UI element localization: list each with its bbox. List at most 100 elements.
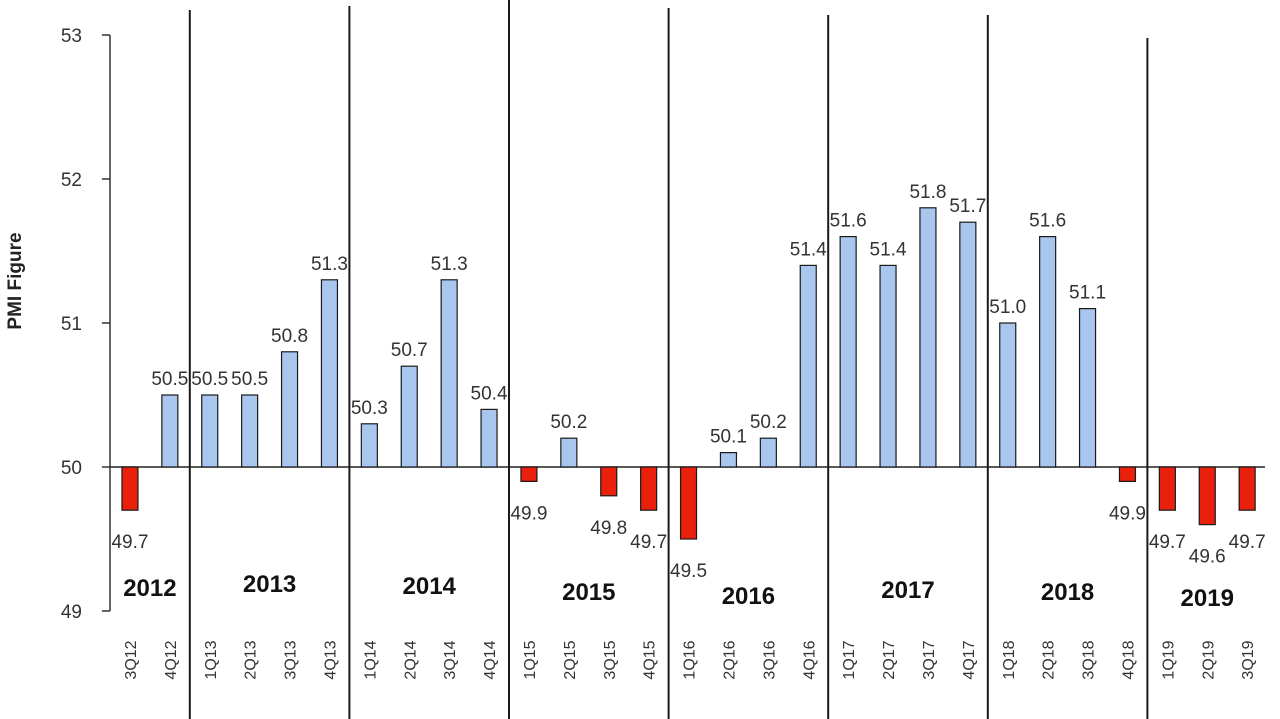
category-label: 3Q19	[1240, 640, 1257, 679]
value-label: 50.2	[750, 412, 787, 433]
value-label: 51.4	[870, 239, 907, 260]
bar	[1198, 466, 1216, 526]
value-label: 50.3	[351, 398, 388, 419]
category-label: 1Q15	[522, 640, 539, 679]
bar	[161, 394, 179, 468]
bar	[520, 466, 538, 482]
value-label: 49.9	[1109, 503, 1146, 524]
bar	[999, 322, 1017, 468]
category-label: 3Q16	[761, 640, 778, 679]
bar	[1158, 466, 1176, 511]
category-label: 1Q14	[362, 640, 379, 679]
bar	[759, 437, 777, 468]
value-label: 50.2	[550, 412, 587, 433]
category-label: 1Q19	[1160, 640, 1177, 679]
category-label: 4Q17	[961, 640, 978, 679]
category-label: 3Q12	[123, 640, 140, 679]
bar	[360, 423, 378, 468]
bar	[400, 365, 418, 468]
category-label: 4Q12	[163, 640, 180, 679]
category-label: 4Q16	[801, 640, 818, 679]
bar	[560, 437, 578, 468]
category-label: 1Q18	[1001, 640, 1018, 679]
category-label: 2Q14	[402, 640, 419, 679]
category-label: 3Q14	[442, 640, 459, 679]
bar	[600, 466, 618, 497]
value-label: 51.1	[1069, 283, 1106, 304]
y-tick-label: 49	[61, 602, 82, 623]
value-label: 50.5	[231, 369, 268, 390]
value-label: 51.4	[790, 239, 827, 260]
value-label: 50.7	[391, 340, 428, 361]
year-label: 2018	[1041, 579, 1094, 606]
year-label: 2012	[123, 575, 176, 602]
category-label: 2Q15	[562, 640, 579, 679]
bar	[241, 394, 259, 468]
value-label: 50.5	[151, 369, 188, 390]
value-label: 50.1	[710, 427, 747, 448]
value-label: 49.5	[670, 561, 707, 582]
bar	[280, 351, 299, 468]
bar	[1118, 466, 1137, 482]
bar	[1238, 466, 1256, 511]
bar	[320, 279, 339, 468]
value-label: 49.6	[1189, 547, 1226, 568]
category-label: 3Q13	[283, 640, 300, 679]
value-label: 49.7	[630, 532, 667, 553]
year-label: 2014	[403, 573, 457, 600]
bar	[1039, 236, 1057, 468]
value-label: 51.3	[431, 254, 468, 275]
category-label: 2Q18	[1041, 640, 1058, 679]
bar	[799, 264, 817, 468]
value-label: 49.7	[1229, 532, 1266, 553]
value-label: 50.8	[271, 326, 308, 347]
category-label: 2Q13	[243, 640, 260, 679]
value-label: 50.4	[471, 383, 508, 404]
y-tick-label: 52	[61, 170, 82, 191]
value-label: 51.6	[1029, 211, 1066, 232]
bar	[919, 207, 937, 468]
y-tick-label: 51	[61, 314, 82, 335]
year-label: 2015	[562, 579, 615, 606]
category-label: 3Q15	[602, 640, 619, 679]
bar	[480, 408, 498, 468]
category-label: 4Q13	[322, 640, 339, 679]
category-label: 4Q18	[1120, 640, 1137, 679]
bar	[440, 279, 458, 468]
value-label: 49.7	[1149, 532, 1186, 553]
y-tick-label: 53	[61, 26, 82, 47]
value-label: 50.5	[191, 369, 228, 390]
y-axis-label: PMI Figure	[5, 232, 26, 330]
bar	[1078, 308, 1097, 468]
category-label: 3Q17	[921, 640, 938, 679]
year-label: 2013	[243, 571, 296, 598]
value-label: 49.9	[510, 503, 547, 524]
value-label: 51.8	[909, 182, 946, 203]
category-label: 1Q16	[682, 640, 699, 679]
bar	[879, 264, 897, 468]
bar	[959, 221, 977, 468]
category-label: 4Q15	[642, 640, 659, 679]
y-axis-label-wrap: PMI Figure	[2, 200, 30, 360]
category-label: 4Q14	[482, 640, 499, 679]
bar	[640, 466, 658, 511]
bar	[679, 466, 698, 540]
bar	[719, 452, 738, 468]
year-label: 2017	[881, 577, 934, 604]
y-tick-label: 50	[61, 458, 82, 479]
year-label: 2019	[1181, 585, 1234, 612]
year-label: 2016	[722, 583, 775, 610]
bar	[839, 236, 857, 468]
category-label: 3Q18	[1081, 640, 1098, 679]
value-label: 51.6	[830, 211, 867, 232]
category-label: 2Q19	[1200, 640, 1217, 679]
category-label: 2Q17	[881, 640, 898, 679]
value-label: 49.8	[590, 518, 627, 539]
bar	[201, 394, 219, 468]
value-label: 51.0	[989, 297, 1026, 318]
value-label: 49.7	[111, 532, 148, 553]
value-label: 51.7	[949, 196, 986, 217]
value-label: 51.3	[311, 254, 348, 275]
category-label: 1Q17	[841, 640, 858, 679]
